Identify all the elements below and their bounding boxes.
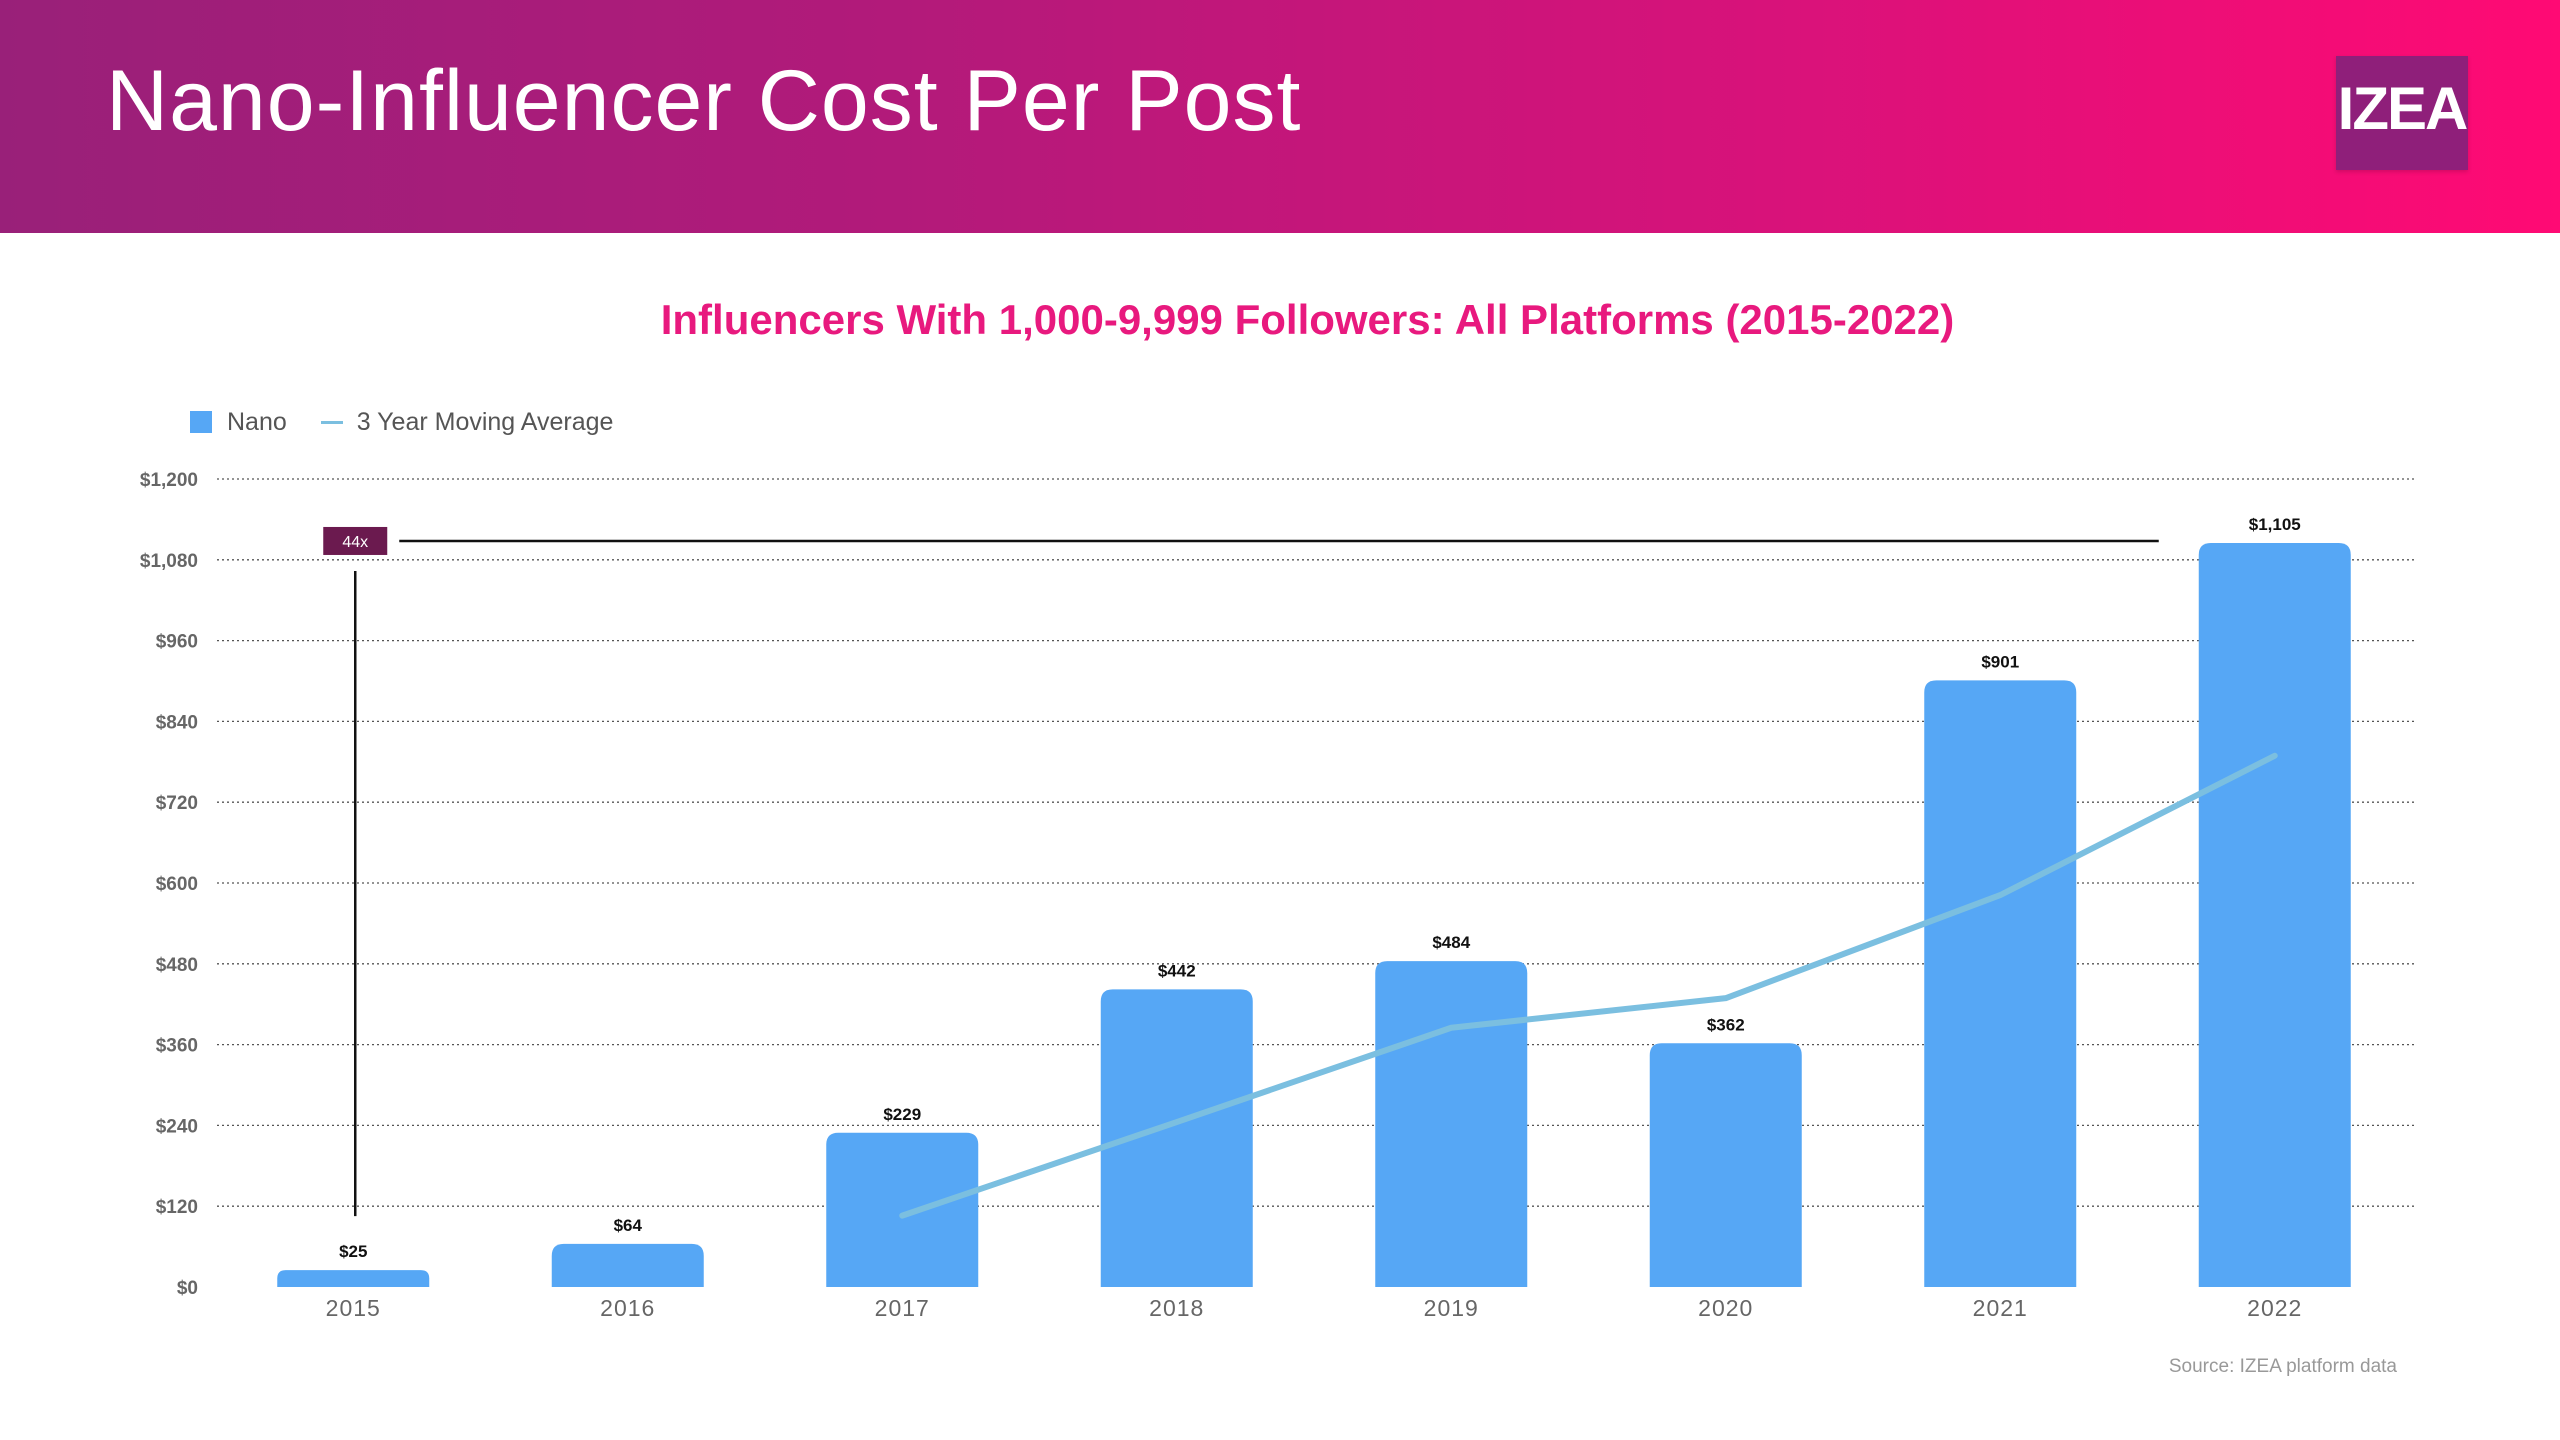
chart-title: Influencers With 1,000-9,999 Followers: … — [660, 296, 1955, 343]
y-tick-label: $240 — [156, 1116, 198, 1137]
bar — [826, 1132, 979, 1287]
x-tick-label: 2017 — [875, 1295, 930, 1321]
x-tick-label: 2015 — [326, 1295, 381, 1321]
bar — [551, 1243, 704, 1287]
x-tick-label: 2018 — [1149, 1295, 1204, 1321]
legend-nano-swatch — [190, 411, 212, 433]
bar-value-label: $442 — [1158, 961, 1196, 980]
annotation-badge — [323, 526, 388, 555]
bar — [1375, 961, 1528, 1287]
y-tick-label: $720 — [156, 793, 198, 814]
y-tick-label: $120 — [156, 1197, 198, 1218]
bar-value-label: $25 — [339, 1242, 367, 1261]
bar-value-label: $229 — [883, 1105, 921, 1124]
x-tick-label: 2020 — [1698, 1295, 1753, 1321]
y-tick-label: $480 — [156, 955, 198, 976]
logo-text: IZEA — [2337, 75, 2469, 142]
moving-average-line — [899, 752, 2278, 1219]
bar — [2198, 542, 2351, 1287]
bar — [1649, 1043, 1802, 1287]
bar — [1100, 989, 1253, 1287]
bar-value-label: $1,105 — [2249, 515, 2301, 534]
bar-value-label: $362 — [1707, 1015, 1745, 1034]
source-note: Source: IZEA platform data — [2168, 1356, 2397, 1377]
izea-logo: IZEA — [2336, 56, 2468, 170]
bar — [277, 1270, 430, 1287]
y-tick-label: $0 — [177, 1278, 198, 1299]
bar-value-label: $901 — [1981, 652, 2019, 671]
x-tick-label: 2021 — [1973, 1295, 2028, 1321]
annotation-label: 44x — [342, 534, 368, 551]
y-tick-label: $1,080 — [140, 551, 198, 572]
legend-average-label: 3 Year Moving Average — [356, 407, 614, 436]
page-title: Nano-Influencer Cost Per Post — [106, 53, 1302, 149]
y-tick-label: $840 — [156, 712, 198, 733]
bar-value-label: $484 — [1432, 933, 1470, 952]
legend-nano-label: Nano — [227, 407, 287, 436]
header-banner: Nano-Influencer Cost Per Post IZEA — [0, 0, 2560, 233]
x-tick-label: 2022 — [2247, 1295, 2302, 1321]
bar — [1924, 680, 2077, 1287]
y-tick-label: $360 — [156, 1036, 198, 1057]
chart-legend: Nano 3 Year Moving Average — [190, 402, 613, 442]
y-tick-label: $960 — [156, 632, 198, 653]
x-tick-label: 2019 — [1424, 1295, 1479, 1321]
x-tick-label: 2016 — [600, 1295, 655, 1321]
y-tick-label: $1,200 — [140, 470, 198, 491]
legend-average-line-icon — [320, 420, 343, 424]
bar-value-label: $64 — [614, 1216, 643, 1235]
y-tick-label: $600 — [156, 874, 198, 895]
